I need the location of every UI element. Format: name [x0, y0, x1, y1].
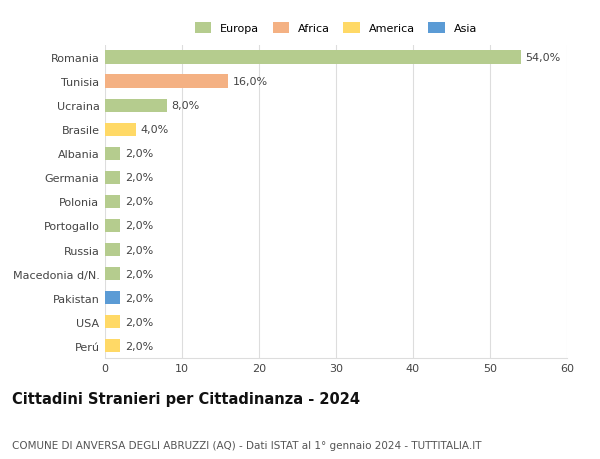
Text: 2,0%: 2,0% — [125, 245, 153, 255]
Text: 2,0%: 2,0% — [125, 293, 153, 303]
Text: 4,0%: 4,0% — [140, 125, 169, 135]
Bar — [105, 75, 228, 89]
Bar — [105, 315, 121, 329]
Text: 54,0%: 54,0% — [526, 53, 560, 63]
Bar — [105, 243, 121, 257]
Bar — [105, 99, 167, 112]
Bar — [105, 51, 521, 65]
Bar — [105, 171, 121, 185]
Bar — [105, 339, 121, 353]
Bar — [105, 123, 136, 136]
Text: 2,0%: 2,0% — [125, 173, 153, 183]
Text: 8,0%: 8,0% — [171, 101, 199, 111]
Text: 2,0%: 2,0% — [125, 317, 153, 327]
Text: 2,0%: 2,0% — [125, 341, 153, 351]
Text: 16,0%: 16,0% — [233, 77, 268, 87]
Text: Cittadini Stranieri per Cittadinanza - 2024: Cittadini Stranieri per Cittadinanza - 2… — [12, 391, 360, 406]
Text: 2,0%: 2,0% — [125, 197, 153, 207]
Text: 2,0%: 2,0% — [125, 269, 153, 279]
Bar — [105, 268, 121, 280]
Text: COMUNE DI ANVERSA DEGLI ABRUZZI (AQ) - Dati ISTAT al 1° gennaio 2024 - TUTTITALI: COMUNE DI ANVERSA DEGLI ABRUZZI (AQ) - D… — [12, 440, 482, 450]
Bar — [105, 291, 121, 305]
Text: 2,0%: 2,0% — [125, 221, 153, 231]
Bar — [105, 147, 121, 161]
Text: 2,0%: 2,0% — [125, 149, 153, 159]
Bar — [105, 196, 121, 208]
Bar — [105, 219, 121, 233]
Legend: Europa, Africa, America, Asia: Europa, Africa, America, Asia — [194, 22, 478, 34]
